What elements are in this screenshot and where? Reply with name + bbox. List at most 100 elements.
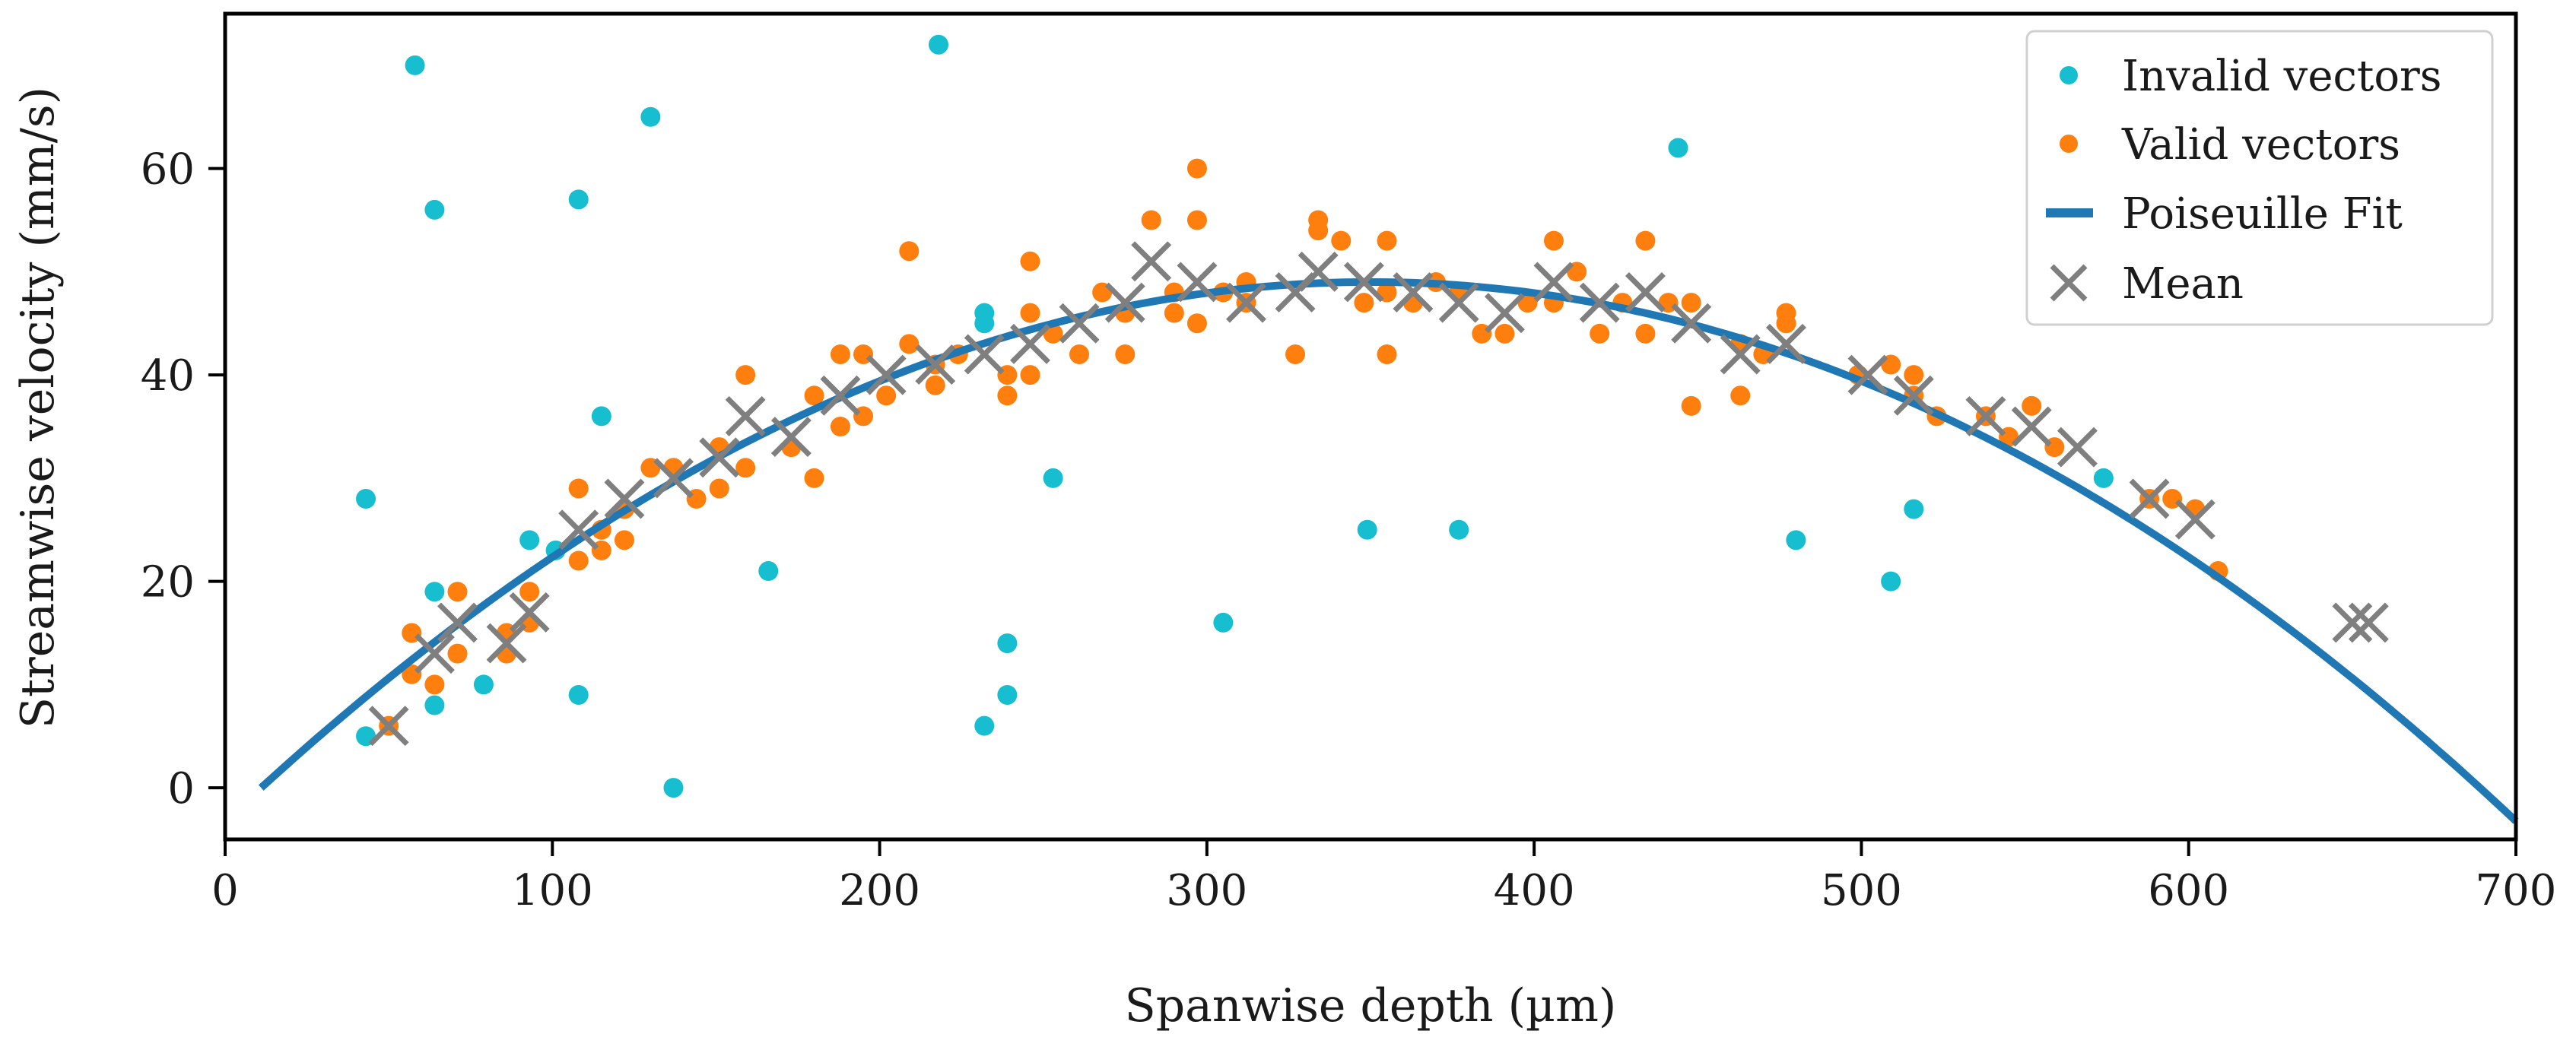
mean-marker <box>1671 303 1712 344</box>
valid-vector-point <box>1543 230 1564 251</box>
series-mean <box>368 241 2389 747</box>
invalid-vector-point <box>640 106 661 127</box>
mean-marker <box>414 633 455 674</box>
x-axis: 0 100 200 300 400 500 600 700 <box>211 839 2556 915</box>
valid-vector-point <box>1069 344 1090 364</box>
x-tick-label: 0 <box>211 866 239 915</box>
mean-marker <box>1343 262 1384 303</box>
valid-vector-point <box>1164 303 1184 323</box>
invalid-vector-point <box>1786 530 1806 550</box>
valid-vector-point <box>735 458 756 478</box>
mean-marker <box>1965 395 2006 436</box>
invalid-vector-point <box>424 582 445 602</box>
mean-marker <box>1579 282 1620 323</box>
valid-vector-point <box>709 478 729 499</box>
mean-marker <box>1765 323 1806 364</box>
legend-box <box>2025 30 2494 326</box>
y-tick-label: 40 <box>141 351 195 401</box>
invalid-vector-point <box>929 34 949 55</box>
mean-marker <box>2348 602 2389 643</box>
legend-label-mean: Mean <box>2122 259 2244 309</box>
legend-marker-mean <box>2050 264 2088 302</box>
invalid-vector-point <box>758 561 779 582</box>
mean-marker <box>509 592 550 633</box>
mean-marker <box>1625 272 1666 312</box>
mean-marker <box>699 437 740 478</box>
mean-marker <box>1104 282 1145 323</box>
invalid-vector-point <box>1213 612 1234 633</box>
mean-marker <box>604 478 645 519</box>
invalid-vector-point <box>568 189 589 210</box>
valid-vector-point <box>1285 344 1306 364</box>
invalid-vector-point <box>1043 468 1063 488</box>
poiseuille-fit-curve <box>258 278 2519 824</box>
invalid-vector-point <box>473 674 494 695</box>
mean-marker <box>437 602 478 643</box>
valid-vector-point <box>735 365 756 385</box>
y-axis: 0 20 40 60 <box>141 145 225 814</box>
mean-marker <box>725 395 766 436</box>
invalid-vector-point <box>568 684 589 705</box>
mean-marker <box>1010 323 1050 364</box>
valid-vector-point <box>447 582 468 602</box>
valid-vector-point <box>1904 365 1924 385</box>
valid-vector-point <box>1115 344 1136 364</box>
plot-area <box>258 34 2519 824</box>
x-tick-label: 400 <box>1494 866 1575 915</box>
invalid-vector-point <box>997 684 1018 705</box>
valid-vector-point <box>1730 385 1751 406</box>
x-axis-label: Spanwise depth (µm) <box>1125 979 1617 1033</box>
valid-vector-point <box>1331 230 1352 251</box>
valid-vector-point <box>804 385 824 406</box>
valid-vector-point <box>899 334 920 354</box>
valid-vector-point <box>1020 365 1040 385</box>
legend-marker-invalid <box>2060 66 2078 84</box>
y-tick-label: 0 <box>167 764 195 814</box>
legend: Invalid vectors Valid vectors Poiseuille… <box>2025 30 2494 326</box>
mean-marker <box>558 509 599 550</box>
mean-marker <box>2174 499 2215 540</box>
mean-marker <box>2011 406 2052 447</box>
mean-marker <box>653 458 694 499</box>
mean-marker <box>1484 293 1525 334</box>
plot-frame <box>223 11 2518 842</box>
valid-vector-point <box>1354 293 1374 313</box>
valid-vector-point <box>614 530 634 550</box>
invalid-vector-point <box>405 55 425 75</box>
x-tick-label: 700 <box>2476 866 2557 915</box>
x-tick-label: 500 <box>1821 866 1902 915</box>
mean-marker <box>1131 241 1172 282</box>
x-tick-label: 600 <box>2148 866 2229 915</box>
valid-vector-point <box>804 468 824 488</box>
valid-vector-point <box>1590 323 1610 344</box>
mean-marker <box>1438 282 1479 323</box>
valid-vector-point <box>519 582 540 602</box>
valid-vector-point <box>1308 220 1329 241</box>
invalid-vector-point <box>424 199 445 220</box>
series-invalid-vectors <box>356 34 2114 798</box>
valid-vector-point <box>1635 230 1656 251</box>
mean-marker <box>866 354 907 395</box>
valid-vector-point <box>925 375 945 395</box>
valid-vector-point <box>830 417 850 436</box>
valid-vector-point <box>1186 210 1207 230</box>
mean-marker <box>820 375 861 416</box>
valid-vector-point <box>1377 230 1397 251</box>
y-axis-label: Streamwise velocity (mm/s) <box>11 87 65 728</box>
mean-marker <box>1226 282 1266 323</box>
invalid-vector-point <box>974 313 995 334</box>
legend-label-valid: Valid vectors <box>2121 120 2400 170</box>
valid-vector-point <box>1020 303 1040 323</box>
invalid-vector-point <box>519 530 540 550</box>
mean-marker <box>2057 427 2098 468</box>
mean-marker <box>964 334 1005 375</box>
invalid-vector-point <box>1881 571 1901 592</box>
valid-vector-point <box>2022 395 2042 416</box>
mean-marker <box>486 623 527 664</box>
valid-vector-point <box>1377 344 1397 364</box>
valid-vector-point <box>1681 395 1701 416</box>
invalid-vector-point <box>997 633 1018 654</box>
mean-marker <box>1893 375 1934 416</box>
valid-vector-point <box>876 385 897 406</box>
